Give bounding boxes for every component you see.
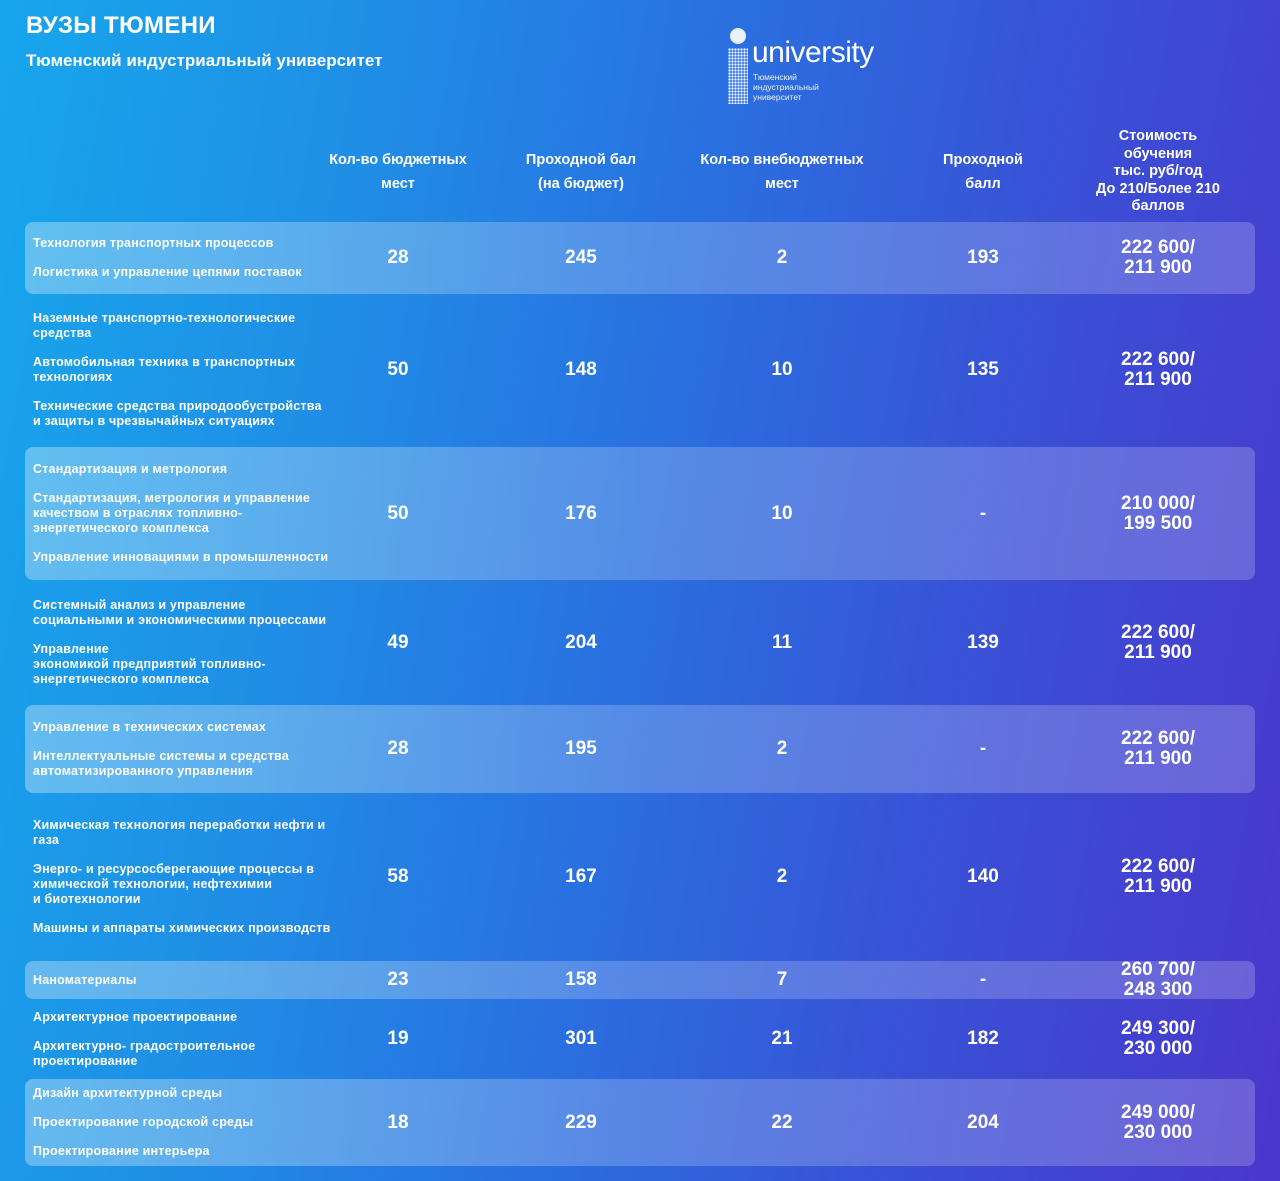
cell-cost: 222 600/ 211 900 [1121,855,1195,897]
cell-pass-paid: - [979,502,987,524]
cell-budget: 49 [387,631,409,653]
program-list: Архитектурное проектирование Архитектурно… [33,1001,333,1077]
cell-pass-paid: 204 [967,1111,999,1133]
cell-paid: 21 [771,1028,793,1049]
logo-word: university [752,36,874,69]
program-name: Управление экономикой предприятий топлив… [33,642,266,686]
program-name: Технические средства природообустройства… [33,399,322,428]
program-list: Системный анализ и управление социальным… [33,582,333,703]
cell-cost: 210 000/ 199 500 [1121,492,1195,534]
cell-pass-budget: 245 [565,247,597,268]
table-row: Системный анализ и управление социальным… [25,582,1255,703]
cell-pass-budget: 158 [565,969,597,990]
cell-cost: 222 600/ 211 900 [1121,349,1195,390]
cell-budget: 28 [387,738,409,759]
logo-caption: Тюменский индустриальный университет [753,72,819,102]
program-name: Энерго- и ресурсосберегающие процессы в … [33,861,315,906]
program-list: Управление в технических системах Интелле… [33,705,333,793]
program-list: Технология транспортных процессов Логисти… [33,222,333,294]
program-name: Логистика и управление цепями поставок [33,265,302,279]
program-name: Архитектурно- градостроительное проектир… [33,1038,256,1068]
cell-cost: 249 300/ 230 000 [1121,1018,1195,1059]
cell-pass-budget: 148 [565,359,597,380]
program-name: Стандартизация, метрология и управление … [33,491,311,535]
cell-paid: 10 [771,502,793,524]
logo-caption-line: индустриальный [753,82,819,92]
cell-paid: 10 [771,359,793,380]
table-row: Архитектурное проектирование Архитектурно… [25,1001,1255,1077]
cell-pass-budget: 204 [565,631,597,653]
program-name: Дизайн архитектурной среды [33,1086,223,1100]
header-budget-places: Кол-во бюджетных мест [329,152,467,192]
program-name: Стандартизация и метрология [33,462,228,476]
cell-pass-paid: 182 [967,1028,999,1049]
cell-pass-paid: 135 [967,359,999,380]
logo-caption-line: университет [753,92,802,102]
cell-pass-paid: - [979,969,987,990]
cell-cost: 222 600/ 211 900 [1121,728,1195,769]
program-name: Наноматериалы [33,972,137,987]
page-title: ВУЗЫ ТЮМЕНИ [26,12,216,39]
table-row: Дизайн архитектурной среды Проектирование… [25,1079,1255,1166]
cell-paid: 22 [771,1111,793,1133]
cell-pass-budget: 195 [565,738,597,759]
cell-budget: 23 [387,969,409,990]
program-name: Наземные транспортно-технологические сре… [33,311,296,340]
cell-paid: 2 [776,738,788,759]
program-name: Управление в технических системах [33,719,267,734]
program-name: Архитектурное проектирование [33,1009,238,1024]
cell-cost: 222 600/ 211 900 [1121,621,1195,663]
program-list: Наноматериалы [33,961,333,999]
logo-dotted-bar [728,48,748,104]
program-name: Машины и аппараты химических производств [33,920,331,935]
table-row: Химическая технология переработки нефти … [25,795,1255,958]
cell-pass-budget: 229 [565,1111,597,1133]
program-list: Наземные транспортно-технологические сре… [33,296,333,444]
university-name: Тюменский индустриальный университет [26,51,383,70]
cell-cost: 222 600/ 211 900 [1121,237,1195,278]
globe-icon [730,28,746,44]
program-list: Дизайн архитектурной среды Проектирование… [33,1079,333,1166]
logo-caption-line: Тюменский [753,72,797,82]
cell-paid: 11 [771,631,793,653]
cell-budget: 18 [387,1111,409,1133]
cell-pass-paid: 193 [967,247,999,268]
program-name: Технология транспортных процессов [33,236,274,250]
header-budget-pass-score: Проходной бал (на бюджет) [525,152,637,192]
header-cost: Стоимость обучения тыс. руб/год До 210/Б… [1096,128,1220,214]
cell-paid: 2 [776,247,788,268]
cell-budget: 19 [387,1028,409,1049]
program-name: Химическая технология переработки нефти … [33,817,326,847]
cell-pass-budget: 301 [565,1028,597,1049]
program-list: Химическая технология переработки нефти … [33,795,333,958]
program-name: Проектирование интерьера [33,1144,210,1158]
program-name: Автомобильная техника в транспортных тех… [33,355,296,384]
table-row: Наземные транспортно-технологические сре… [25,296,1255,444]
header-paid-pass-score: Проходной балл [943,152,1023,192]
cell-budget: 58 [387,865,409,887]
cell-paid: 2 [776,865,788,887]
program-list: Стандартизация и метрология Стандартизаци… [33,447,333,580]
cell-cost: 249 000/ 230 000 [1121,1101,1195,1143]
cell-budget: 50 [387,359,409,380]
cell-pass-budget: 167 [565,865,597,887]
cell-pass-paid: 140 [967,865,999,887]
program-name: Проектирование городской среды [33,1115,254,1129]
program-name: Системный анализ и управление социальным… [33,598,327,627]
program-name: Управление инновациями в промышленности [33,550,329,564]
table-row: Технология транспортных процессов Логисти… [25,222,1255,294]
table-row: Наноматериалы 23 158 7 - 260 700/ 248 300 [25,959,1255,1000]
cell-budget: 50 [387,502,409,524]
table-row: Управление в технических системах Интелле… [25,705,1255,793]
program-name: Интеллектуальные системы и средства авто… [33,748,289,778]
cell-budget: 28 [387,247,409,268]
cell-cost: 260 700/ 248 300 [1121,959,1195,1000]
cell-pass-paid: - [979,738,987,759]
header-paid-places: Кол-во внебюджетных мест [700,152,864,192]
table-row: Стандартизация и метрология Стандартизаци… [25,447,1255,580]
cell-pass-paid: 139 [967,631,999,653]
cell-pass-budget: 176 [565,502,597,524]
university-logo: university Тюменский индустриальный унив… [728,28,878,106]
cell-paid: 7 [776,969,788,990]
